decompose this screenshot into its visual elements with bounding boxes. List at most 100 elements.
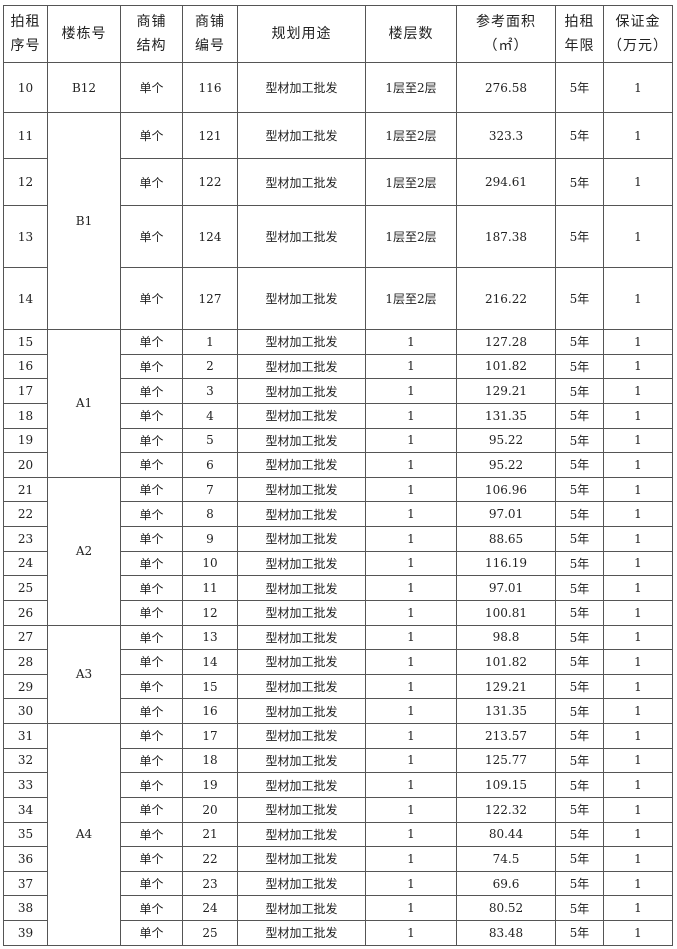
deposit-cell: 1: [603, 550, 673, 577]
table-row: 17 单个 3 型材加工批发 1 129.21 5年 1: [3, 378, 673, 404]
use-cell: 型材加工批发: [237, 267, 366, 330]
use-cell: 型材加工批发: [237, 112, 366, 159]
floors-cell: 1: [365, 378, 457, 404]
floors-cell: 1: [365, 649, 457, 675]
use-cell: 型材加工批发: [237, 723, 366, 749]
auction-no-cell: 14: [3, 267, 48, 330]
structure-cell: 单个: [120, 747, 183, 774]
building-cell: A3: [47, 624, 121, 724]
floors-cell: 1: [365, 550, 457, 577]
shop-no-cell: 11: [182, 575, 238, 601]
structure-cell: 单个: [120, 501, 183, 527]
term-cell: 5年: [555, 599, 604, 626]
structure-cell: 单个: [120, 599, 183, 626]
header-area: 参考面积（㎡）: [456, 5, 556, 63]
term-cell: 5年: [555, 353, 604, 380]
use-cell: 型材加工批发: [237, 378, 366, 404]
shop-no-cell: 15: [182, 673, 238, 700]
auction-no-cell: 16: [3, 353, 48, 380]
table-row: 30 单个 16 型材加工批发 1 131.35 5年 1: [3, 698, 673, 724]
deposit-cell: 1: [603, 846, 673, 872]
use-cell: 型材加工批发: [237, 205, 366, 268]
header-term: 拍租年限: [555, 5, 604, 63]
header-text: 楼栋号: [61, 26, 107, 42]
term-cell: 5年: [555, 476, 604, 503]
shop-no-cell: 25: [182, 920, 238, 946]
area-cell: 129.21: [456, 378, 556, 404]
table-row: 28 单个 14 型材加工批发 1 101.82 5年 1: [3, 649, 673, 675]
auction-no-cell: 31: [3, 723, 48, 749]
deposit-cell: 1: [603, 723, 673, 749]
header-text: 参考面积（㎡）: [476, 14, 536, 54]
auction-no-cell: 26: [3, 599, 48, 626]
structure-cell: 单个: [120, 772, 183, 798]
use-cell: 型材加工批发: [237, 624, 366, 651]
auction-no-cell: 22: [3, 501, 48, 527]
structure-cell: 单个: [120, 62, 183, 113]
area-cell: 131.35: [456, 402, 556, 429]
shop-no-cell: 19: [182, 772, 238, 798]
header-deposit: 保证金（万元）: [603, 5, 673, 63]
structure-cell: 单个: [120, 427, 183, 454]
term-cell: 5年: [555, 821, 604, 848]
shop-no-cell: 7: [182, 476, 238, 503]
structure-cell: 单个: [120, 329, 183, 355]
term-cell: 5年: [555, 427, 604, 454]
table-body: 10 B12 单个 116 型材加工批发 1层至2层 276.58 5年 1 11 B1 单个 121 型…: [3, 62, 673, 946]
header-use: 规划用途: [237, 5, 366, 63]
shop-no-cell: 24: [182, 895, 238, 921]
auction-no-cell: 21: [3, 476, 48, 503]
table-row: 33 单个 19 型材加工批发 1 109.15 5年 1: [3, 772, 673, 798]
term-cell: 5年: [555, 846, 604, 872]
auction-no-cell: 11: [3, 112, 48, 159]
area-cell: 323.3: [456, 112, 556, 159]
deposit-cell: 1: [603, 378, 673, 404]
deposit-cell: 1: [603, 624, 673, 651]
table-row: 38 单个 24 型材加工批发 1 80.52 5年 1: [3, 895, 673, 921]
header-floors: 楼层数: [365, 5, 457, 63]
area-cell: 129.21: [456, 673, 556, 700]
structure-cell: 单个: [120, 649, 183, 675]
floors-cell: 1: [365, 526, 457, 552]
header-shop-no: 商铺编号: [182, 5, 238, 63]
shop-no-cell: 17: [182, 723, 238, 749]
auction-no-cell: 30: [3, 698, 48, 724]
header-text: 拍租年限: [564, 14, 595, 54]
term-cell: 5年: [555, 205, 604, 268]
table-row: 13 单个 124 型材加工批发 1层至2层 187.38 5年 1: [3, 205, 673, 268]
table-row: 25 单个 11 型材加工批发 1 97.01 5年 1: [3, 575, 673, 601]
table-row: 16 单个 2 型材加工批发 1 101.82 5年 1: [3, 353, 673, 380]
table-row: 21 A2 单个 7 型材加工批发 1 106.96 5年 1: [3, 476, 673, 626]
deposit-cell: 1: [603, 112, 673, 159]
term-cell: 5年: [555, 649, 604, 675]
floors-cell: 1: [365, 870, 457, 897]
shop-no-cell: 122: [182, 158, 238, 206]
area-cell: 125.77: [456, 747, 556, 774]
use-cell: 型材加工批发: [237, 526, 366, 552]
auction-no-cell: 32: [3, 747, 48, 774]
structure-cell: 单个: [120, 205, 183, 268]
building-cell: A4: [47, 723, 121, 946]
table-row: 27 A3 单个 13 型材加工批发 1 98.8 5年 1: [3, 624, 673, 724]
table-row: 31 A4 单个 17 型材加工批发 1 213.57 5年 1: [3, 723, 673, 946]
floors-cell: 1: [365, 796, 457, 823]
header-text: 规划用途: [271, 26, 332, 42]
table-row: 23 单个 9 型材加工批发 1 88.65 5年 1: [3, 526, 673, 552]
header-text: 商铺编号: [195, 14, 225, 54]
term-cell: 5年: [555, 723, 604, 749]
deposit-cell: 1: [603, 205, 673, 268]
structure-cell: 单个: [120, 821, 183, 848]
table-row: 11 B1 单个 121 型材加工批发 1层至2层 323.3 5年 1: [3, 112, 673, 330]
deposit-cell: 1: [603, 329, 673, 355]
table-row: 29 单个 15 型材加工批发 1 129.21 5年 1: [3, 673, 673, 700]
area-cell: 216.22: [456, 267, 556, 330]
area-cell: 88.65: [456, 526, 556, 552]
auction-no-cell: 28: [3, 649, 48, 675]
area-cell: 83.48: [456, 920, 556, 946]
floors-cell: 1: [365, 821, 457, 848]
use-cell: 型材加工批发: [237, 452, 366, 478]
deposit-cell: 1: [603, 526, 673, 552]
table-row: 32 单个 18 型材加工批发 1 125.77 5年 1: [3, 747, 673, 774]
use-cell: 型材加工批发: [237, 501, 366, 527]
floors-cell: 1: [365, 427, 457, 454]
